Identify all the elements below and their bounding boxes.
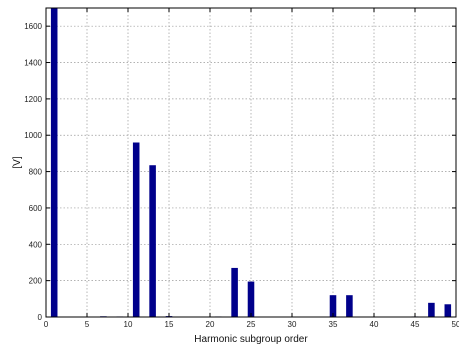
- bar: [231, 267, 238, 317]
- bar: [132, 142, 140, 317]
- x-tick-label: 25: [247, 320, 256, 329]
- y-tick-label: 200: [29, 277, 43, 286]
- y-tick-label: 800: [29, 168, 43, 177]
- x-tick-label: 20: [206, 320, 215, 329]
- x-tick-label: 30: [288, 320, 297, 329]
- x-tick-label: 0: [44, 320, 49, 329]
- x-tick-label: 40: [370, 320, 379, 329]
- y-axis-ticks: 0 200 400 600 800 1000 1200 1400 1600: [24, 22, 456, 322]
- bar: [329, 295, 337, 317]
- y-tick-label: 400: [29, 240, 43, 249]
- y-tick-label: 1600: [24, 22, 42, 31]
- y-tick-label: 1400: [24, 59, 42, 68]
- x-axis-ticks: 0 5 10 15 20 25 30 35 40 45 50: [44, 8, 459, 329]
- bar: [50, 8, 58, 317]
- y-axis-label: [V]: [12, 156, 23, 168]
- y-tick-label: 600: [29, 204, 43, 213]
- x-tick-label: 15: [165, 320, 174, 329]
- x-tick-label: 35: [329, 320, 338, 329]
- y-tick-label: 1000: [24, 131, 42, 140]
- x-tick-label: 45: [411, 320, 420, 329]
- x-tick-label: 10: [124, 320, 133, 329]
- x-tick-label: 5: [85, 320, 90, 329]
- bar: [149, 165, 156, 317]
- x-axis-label: Harmonic subgroup order: [194, 334, 308, 345]
- x-tick-label: 50: [452, 320, 459, 329]
- bar: [247, 281, 255, 317]
- bar: [444, 304, 452, 317]
- grid: [46, 8, 456, 317]
- y-tick-label: 0: [38, 313, 43, 322]
- y-tick-label: 1200: [24, 95, 42, 104]
- bar: [346, 295, 353, 317]
- bar: [428, 302, 435, 317]
